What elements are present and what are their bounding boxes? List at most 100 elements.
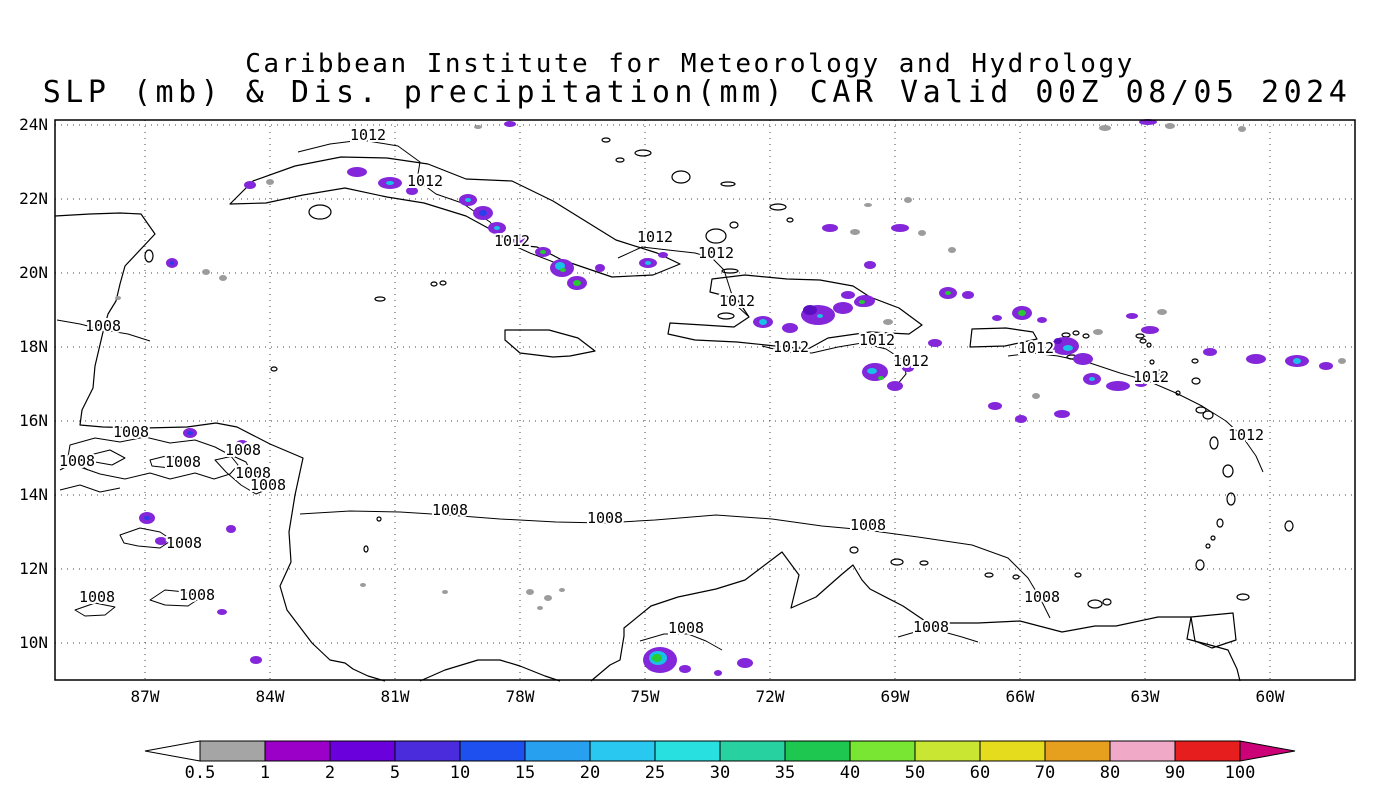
lon-tick-label: 75W <box>631 687 660 706</box>
precip-cell <box>494 226 500 230</box>
island-outline <box>984 572 994 578</box>
lon-tick-label: 78W <box>506 687 535 706</box>
precip-cell <box>595 264 605 272</box>
precip-cell <box>1293 358 1301 364</box>
island-outline <box>1102 598 1112 606</box>
precip-cell <box>465 198 471 202</box>
precip-cell <box>988 402 1002 410</box>
precip-cell <box>155 537 167 545</box>
island-outline <box>634 149 652 157</box>
island-outline <box>1135 333 1145 339</box>
precip-cell <box>1089 377 1095 381</box>
precip-cell <box>1015 415 1027 423</box>
isobar-label: 1008 <box>225 441 261 459</box>
island-outline <box>729 221 739 229</box>
isobar <box>89 449 126 466</box>
colorbar-label: 5 <box>390 763 400 783</box>
isobar <box>897 629 979 643</box>
island-outline <box>1146 342 1152 348</box>
lon-tick-label: 84W <box>256 687 285 706</box>
lon-tick-label: 81W <box>381 687 410 706</box>
island-outline <box>1154 369 1162 375</box>
island-outline <box>720 181 736 187</box>
island-outline <box>1160 374 1166 380</box>
precip-cell <box>1032 393 1040 399</box>
isobar-label: 1008 <box>587 509 623 527</box>
isobar <box>617 246 749 317</box>
isobar-label: 1012 <box>1228 426 1264 444</box>
precip-cell <box>250 656 262 664</box>
precip-cell <box>1319 362 1333 370</box>
island-outline <box>1195 406 1207 414</box>
precip-cell <box>1246 354 1266 364</box>
island-outline <box>1149 359 1155 365</box>
precip-cell <box>737 658 753 668</box>
lat-tick-label: 18N <box>19 337 48 356</box>
coastlines <box>54 137 1294 682</box>
plot-title: SLP (mb) & Dis. precipitation(mm) CAR Va… <box>43 75 1352 110</box>
colorbar-segment <box>654 740 721 762</box>
island-outline <box>1072 330 1080 336</box>
isobar <box>59 461 89 471</box>
lat-tick-label: 20N <box>19 263 48 282</box>
precip-cell <box>1073 353 1093 365</box>
precip-cell <box>645 261 651 265</box>
precip-cell <box>202 269 210 275</box>
island-outline <box>1226 492 1236 506</box>
island-outline <box>1210 535 1216 541</box>
colorbar-label: 90 <box>1165 763 1185 783</box>
precip-cell <box>833 302 853 314</box>
precip-cell <box>878 376 884 380</box>
precip-shading <box>115 119 1346 676</box>
colorbar-segment <box>524 740 591 762</box>
precip-cell <box>841 291 855 299</box>
island-outline <box>144 249 154 263</box>
isobar-label: 1008 <box>165 453 201 471</box>
island-outline <box>270 366 278 372</box>
coastline <box>504 329 596 358</box>
colorbar-right-arrow <box>1239 740 1296 762</box>
colorbar-left-arrow <box>144 740 201 762</box>
island-outline <box>439 280 447 286</box>
precip-cell <box>1135 381 1147 387</box>
coastline <box>590 551 1241 682</box>
isobar <box>74 602 116 617</box>
precip-cell <box>217 609 227 615</box>
precip-cell <box>1126 313 1138 319</box>
island-outline <box>1284 520 1294 532</box>
precip-cell <box>386 181 394 185</box>
precip-cell <box>115 296 121 300</box>
isobar <box>639 633 723 651</box>
isobar <box>297 139 557 264</box>
colorbar-segment <box>979 740 1046 762</box>
isobar-label: 1008 <box>850 516 886 534</box>
precip-cell <box>347 167 367 177</box>
precip-cell <box>504 121 516 127</box>
lat-tick-label: 24N <box>19 115 48 134</box>
lon-tick-label: 87W <box>131 687 160 706</box>
lat-tick-label: 14N <box>19 485 48 504</box>
precip-cell <box>1054 410 1070 418</box>
precip-cell <box>360 583 366 587</box>
isobar-label: 1008 <box>166 534 202 552</box>
isobar-label: 1008 <box>85 317 121 335</box>
precip-cell <box>962 291 974 299</box>
isobar-label: 1012 <box>859 331 895 349</box>
island-outline <box>1191 377 1201 385</box>
isobar <box>67 436 239 480</box>
lon-tick-label: 69W <box>881 687 910 706</box>
island-outline <box>1074 572 1082 578</box>
precip-cell <box>1165 123 1175 129</box>
precip-cell <box>187 431 193 435</box>
island-outline <box>1202 410 1214 420</box>
precip-cell <box>526 589 534 595</box>
isobar <box>149 454 186 469</box>
precip-cell <box>1093 329 1103 335</box>
island-outline <box>430 281 438 287</box>
island-outline <box>1191 358 1199 364</box>
isobar-label: 1008 <box>113 423 149 441</box>
precip-cell <box>822 224 838 232</box>
isobar-label: 1012 <box>407 172 443 190</box>
isobar <box>59 484 121 493</box>
